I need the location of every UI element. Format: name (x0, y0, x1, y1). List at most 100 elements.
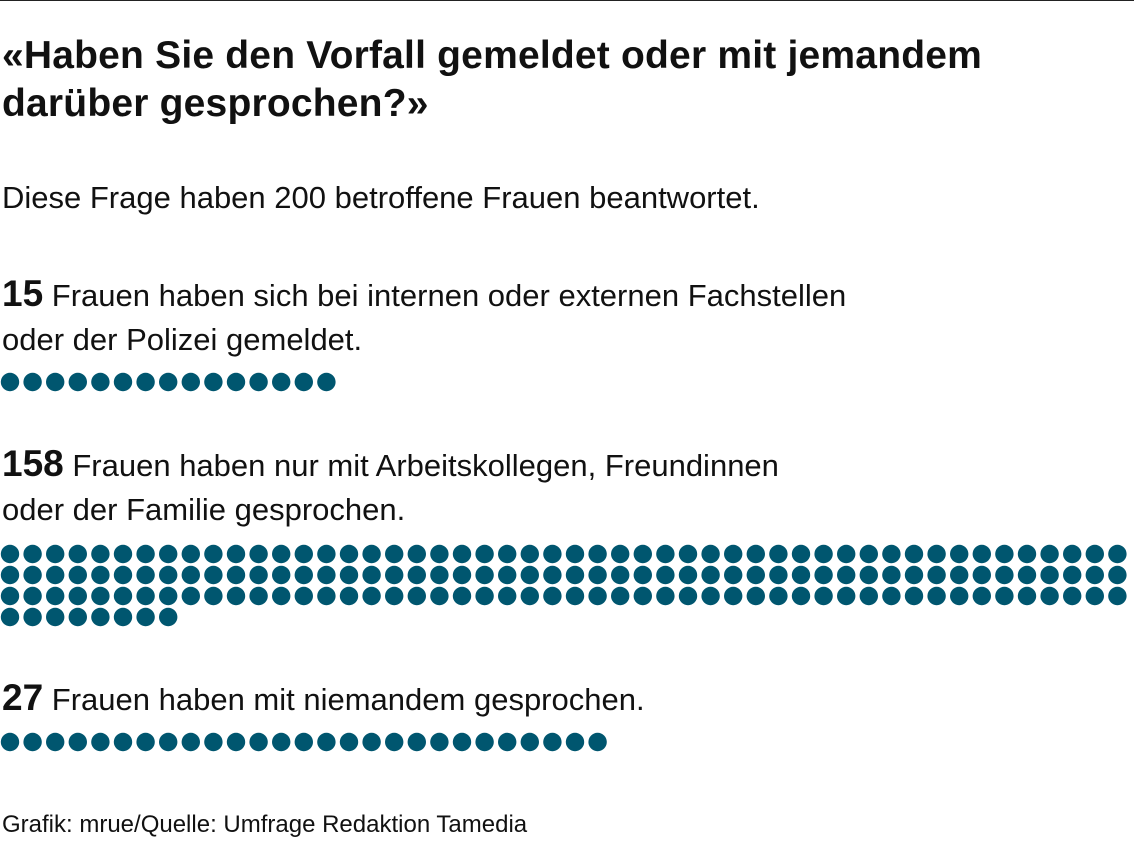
group-2-label: 158 Frauen haben nur mit Arbeitskollegen… (2, 442, 1122, 532)
group-2-text-line1: Frauen haben nur mit Arbeitskollegen, Fr… (72, 448, 779, 483)
dot-group-3 (520, 732, 539, 752)
group-1-text-line2: oder der Polizei gemeldet. (2, 322, 363, 357)
dot-group-2 (385, 544, 404, 564)
dot-group-2 (0, 565, 20, 585)
dot-group-2 (950, 586, 969, 606)
dot-group-2 (565, 565, 585, 585)
dot-group-2 (23, 586, 42, 606)
dot-group-3 (339, 732, 359, 752)
dot-group-2 (1040, 544, 1059, 564)
dot-group-2 (317, 586, 336, 606)
dot-group-2 (678, 586, 698, 606)
dot-group-3 (565, 732, 585, 752)
dot-group-3 (68, 732, 88, 752)
dot-group-2 (430, 586, 449, 606)
dot-group-2 (1108, 586, 1127, 606)
dot-group-2 (611, 544, 630, 564)
dot-group-1 (226, 372, 246, 392)
dot-group-2 (452, 544, 472, 564)
dot-group-2 (136, 565, 155, 585)
dot-group-3 (430, 732, 449, 752)
dot-group-2 (701, 565, 720, 585)
dot-group-2 (814, 586, 833, 606)
dot-group-2 (68, 544, 88, 564)
dot-group-2 (339, 586, 359, 606)
dot-group-2 (226, 586, 246, 606)
dot-group-2 (678, 544, 698, 564)
dot-group-2 (882, 586, 901, 606)
dot-group-2 (904, 586, 924, 606)
group-3-label: 27 Frauen haben mit niemandem gesprochen… (2, 676, 1122, 722)
dot-group-2 (181, 565, 200, 585)
group-3-text-line1: Frauen haben mit niemandem gesprochen. (51, 682, 645, 717)
dot-group-2 (633, 544, 652, 564)
dot-group-1 (136, 372, 155, 392)
dot-group-2 (814, 565, 833, 585)
dot-group-2 (724, 544, 743, 564)
dot-group-2 (995, 544, 1014, 564)
dot-group-2 (1063, 565, 1082, 585)
dot-group-1 (181, 372, 200, 392)
dot-group-2 (950, 565, 969, 585)
dot-group-1 (68, 372, 88, 392)
dot-group-2 (46, 565, 65, 585)
dot-group-3 (475, 732, 494, 752)
dot-group-2 (272, 565, 291, 585)
dot-group-2 (791, 544, 811, 564)
dot-group-3 (362, 732, 381, 752)
dot-group-2 (204, 544, 223, 564)
dot-group-1 (272, 372, 291, 392)
dot-group-2 (407, 544, 426, 564)
dot-group-2 (565, 544, 585, 564)
dot-group-2 (362, 586, 381, 606)
dot-group-2 (272, 586, 291, 606)
dot-group-2 (1063, 544, 1082, 564)
dot-group-2 (1085, 544, 1105, 564)
dot-group-2 (0, 607, 20, 627)
dot-group-3 (181, 732, 200, 752)
dot-group-2 (1017, 565, 1037, 585)
dot-group-2 (475, 565, 494, 585)
dot-group-2 (0, 544, 20, 564)
dot-group-2 (226, 565, 246, 585)
dot-group-2 (927, 586, 946, 606)
dot-group-2 (452, 586, 472, 606)
chart-title: «Haben Sie den Vorfall gemeldet oder mit… (2, 34, 983, 125)
group-1-text-line1: Frauen haben sich bei internen oder exte… (51, 278, 847, 313)
group-3-dot-matrix (0, 732, 607, 752)
dot-group-2 (91, 586, 110, 606)
dot-group-2 (317, 565, 336, 585)
dot-group-3 (136, 732, 155, 752)
dot-group-3 (385, 732, 404, 752)
dot-group-1 (294, 372, 313, 392)
dot-group-2 (91, 607, 110, 627)
dot-group-2 (204, 565, 223, 585)
dot-group-2 (249, 565, 268, 585)
dot-group-2 (181, 586, 200, 606)
dot-group-3 (204, 732, 223, 752)
dot-group-2 (904, 544, 924, 564)
dot-group-2 (113, 586, 133, 606)
dot-group-2 (181, 544, 200, 564)
dot-group-2 (701, 544, 720, 564)
dot-group-2 (113, 565, 133, 585)
dot-group-3 (226, 732, 246, 752)
group-3-count: 27 (2, 677, 44, 718)
dot-group-2 (46, 607, 65, 627)
dot-group-3 (91, 732, 110, 752)
dot-group-2 (746, 586, 765, 606)
dot-group-3 (249, 732, 268, 752)
dot-group-2 (814, 544, 833, 564)
dot-group-2 (520, 565, 539, 585)
dot-group-2 (1017, 586, 1037, 606)
dot-group-1 (249, 372, 268, 392)
dot-group-2 (136, 607, 155, 627)
dot-group-2 (159, 565, 178, 585)
dot-group-2 (972, 586, 991, 606)
dot-group-2 (859, 586, 878, 606)
dot-group-2 (724, 586, 743, 606)
dot-group-2 (204, 586, 223, 606)
dot-group-2 (23, 607, 42, 627)
dot-group-2 (837, 544, 856, 564)
dot-group-2 (159, 607, 178, 627)
